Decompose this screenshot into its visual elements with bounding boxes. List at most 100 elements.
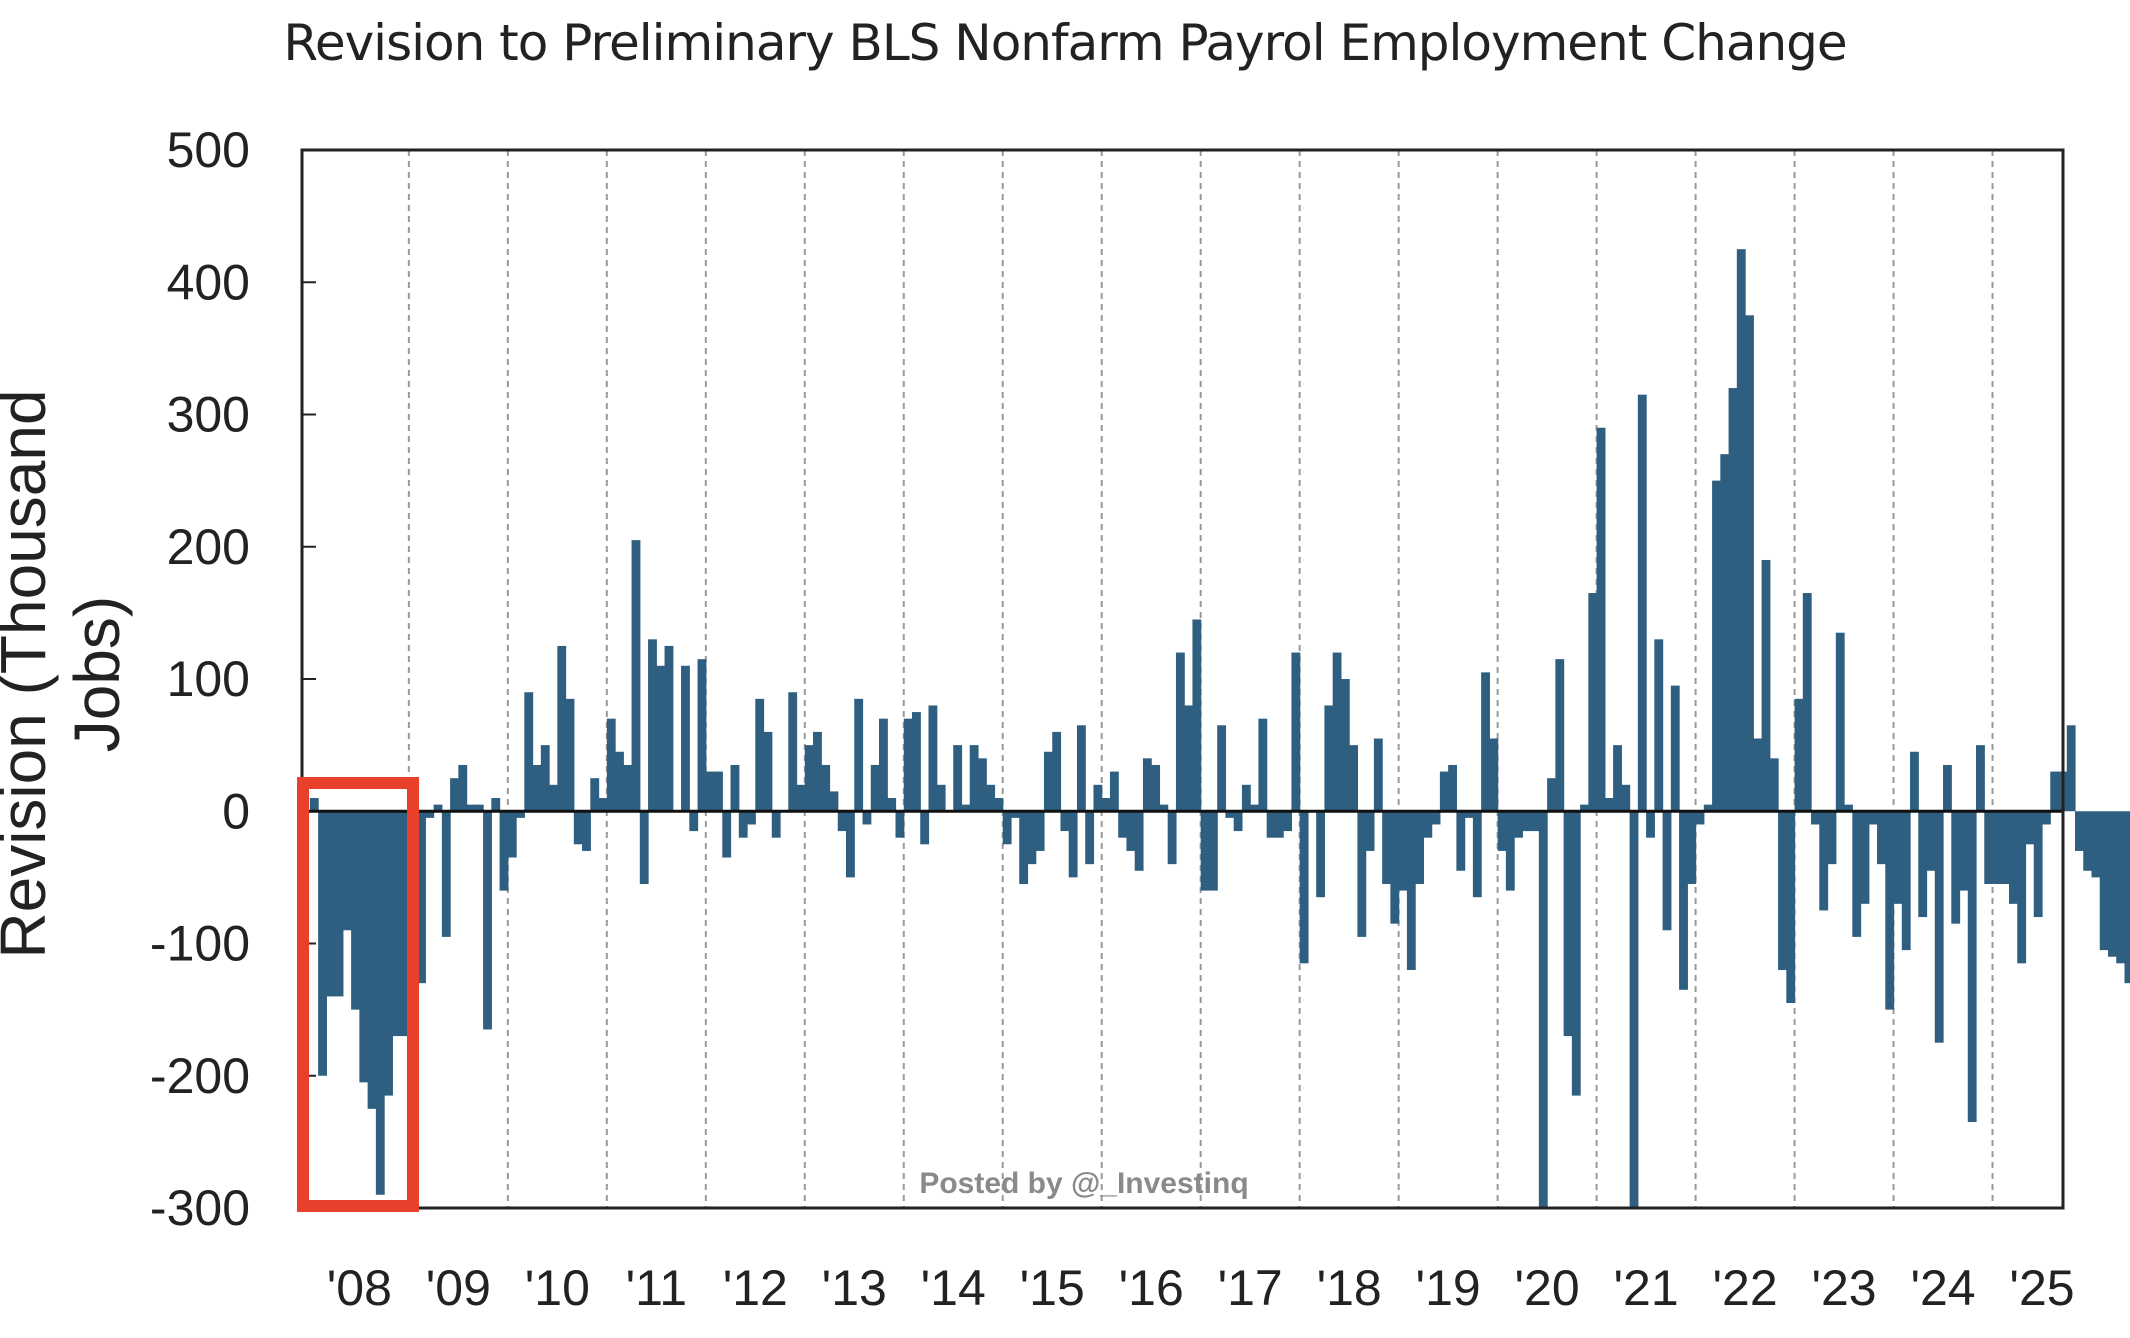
- bar: [309, 798, 319, 812]
- bar: [1835, 632, 1845, 812]
- bar: [2116, 811, 2126, 964]
- bar: [1596, 427, 1606, 812]
- bar: [2025, 811, 2035, 845]
- bar: [540, 745, 550, 812]
- bar: [1811, 811, 1820, 825]
- bar: [796, 784, 806, 812]
- bar: [433, 804, 443, 812]
- bar: [1802, 593, 1812, 812]
- y-tick-label: -200: [150, 1048, 250, 1104]
- bar: [1530, 811, 1540, 832]
- bar: [664, 645, 674, 812]
- plot-frame: [300, 148, 2065, 1210]
- x-tick-label: '09: [426, 1260, 491, 1316]
- bar: [598, 798, 608, 812]
- bar: [689, 811, 699, 832]
- bar: [1489, 738, 1499, 812]
- bar: [1060, 811, 1070, 832]
- bar: [342, 811, 352, 931]
- y-axis-ticks: 500 400 300 200 100 0 -100 -200 -300: [150, 122, 316, 1236]
- bar: [1827, 811, 1837, 865]
- bar: [846, 811, 855, 878]
- bar: [367, 811, 377, 1109]
- bar: [1819, 811, 1829, 911]
- highlight-box: [297, 777, 419, 1212]
- bar: [1316, 811, 1326, 898]
- bar: [771, 811, 781, 838]
- y-tick-label: 0: [222, 783, 250, 839]
- bar: [1324, 705, 1334, 812]
- bar: [1769, 758, 1779, 812]
- bar: [1976, 745, 1985, 812]
- bar: [1547, 778, 1556, 812]
- bar: [1159, 804, 1169, 812]
- bar: [532, 764, 542, 812]
- bar: [1200, 811, 1210, 891]
- bar: [870, 764, 880, 812]
- bar: [1538, 811, 1548, 1208]
- x-tick-label: '21: [1614, 1260, 1679, 1316]
- bar: [1274, 811, 1284, 838]
- x-tick-label: '24: [1910, 1260, 1975, 1316]
- bar: [516, 811, 525, 818]
- bar: [1703, 804, 1713, 812]
- bar: [615, 751, 624, 812]
- bar: [590, 778, 600, 812]
- y-tick-label: 400: [167, 254, 250, 310]
- bar: [524, 692, 534, 812]
- bar: [1382, 811, 1391, 884]
- bar: [1646, 811, 1655, 838]
- bar: [1522, 811, 1532, 832]
- bars: [309, 249, 2130, 1208]
- bar: [450, 778, 459, 812]
- bar: [969, 745, 979, 812]
- bar: [334, 811, 344, 997]
- bar: [1085, 811, 1095, 865]
- bar: [1390, 811, 1400, 924]
- bar: [1868, 811, 1878, 825]
- bar: [318, 811, 327, 1076]
- bar: [648, 639, 657, 812]
- bar: [1761, 559, 1771, 812]
- bar: [458, 764, 468, 812]
- bar: [1266, 811, 1276, 838]
- bar: [1340, 679, 1350, 812]
- bar: [1233, 811, 1243, 832]
- bar: [1019, 811, 1029, 884]
- bar: [1142, 758, 1152, 812]
- bar: [1497, 811, 1507, 851]
- bar: [2083, 811, 2093, 871]
- bar: [994, 798, 1004, 812]
- x-axis-ticks: '08 '09 '10 '11 '12 '13 '14 '15 '16 '17 '18 '19 '20 '…: [327, 1260, 2075, 1316]
- bar: [1151, 764, 1161, 812]
- bar: [1332, 652, 1342, 812]
- bar: [417, 811, 426, 984]
- bar: [441, 811, 451, 937]
- x-tick-label: '17: [1218, 1260, 1283, 1316]
- x-tick-label: '16: [1119, 1260, 1184, 1316]
- y-tick-label: 200: [167, 519, 250, 575]
- bar: [1208, 811, 1218, 891]
- bar: [1258, 718, 1268, 812]
- bar: [1241, 784, 1251, 812]
- bar: [714, 771, 723, 812]
- bar: [1043, 751, 1053, 812]
- bar: [1472, 811, 1482, 898]
- bar: [1695, 811, 1705, 825]
- bar: [1398, 811, 1408, 891]
- bar: [1679, 811, 1688, 990]
- bar: [1456, 811, 1466, 871]
- bar: [2066, 725, 2076, 812]
- bar: [1118, 811, 1128, 838]
- bar: [1604, 798, 1614, 812]
- bar: [1101, 798, 1111, 812]
- bar: [1852, 811, 1862, 937]
- bar: [1431, 811, 1441, 825]
- bar: [1250, 804, 1260, 812]
- bar: [1580, 804, 1589, 812]
- x-tick-label: '19: [1416, 1260, 1481, 1316]
- bar: [722, 811, 732, 858]
- bar: [1860, 811, 1870, 904]
- bar: [1893, 811, 1903, 904]
- bar: [1637, 394, 1647, 812]
